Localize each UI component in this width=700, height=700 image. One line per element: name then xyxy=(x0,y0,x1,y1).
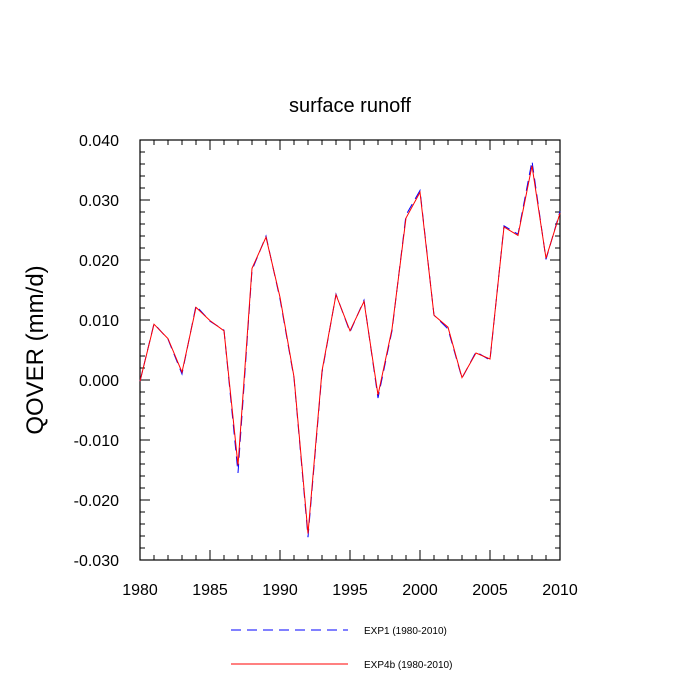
x-tick-label: 1995 xyxy=(332,582,368,599)
y-axis-label: QOVER (mm/d) xyxy=(22,265,49,434)
legend: EXP1 (1980-2010) EXP4b (1980-2010) xyxy=(231,626,452,671)
y-tick-label: -0.010 xyxy=(74,433,119,450)
x-tick-label: 1985 xyxy=(192,582,228,599)
y-tick-label: -0.020 xyxy=(74,493,119,510)
y-tick-label: 0.000 xyxy=(79,373,119,390)
x-tick-label: 2005 xyxy=(472,582,508,599)
x-tick-label: 1980 xyxy=(122,582,158,599)
y-tick-label: 0.020 xyxy=(79,253,119,270)
series-lines xyxy=(139,160,561,538)
y-tick-label: 0.010 xyxy=(79,313,119,330)
x-tick-label: 2000 xyxy=(402,582,438,599)
tick-labels: 1980 1985 1990 1995 2000 2005 2010 -0.030 -0.020… xyxy=(74,133,578,599)
axis-ticks xyxy=(139,139,561,561)
y-tick-label: -0.030 xyxy=(74,553,119,570)
legend-label-1: EXP4b (1980-2010) xyxy=(364,660,452,671)
x-tick-label: 1990 xyxy=(262,582,298,599)
plot-frame xyxy=(139,139,561,561)
y-tick-label: 0.030 xyxy=(79,193,119,210)
chart-title: surface runoff xyxy=(289,95,411,117)
legend-label-0: EXP1 (1980-2010) xyxy=(364,626,447,637)
series-line-0 xyxy=(139,160,561,538)
series-line-1 xyxy=(139,165,561,534)
x-tick-label: 2010 xyxy=(542,582,578,599)
y-tick-label: 0.040 xyxy=(79,133,119,150)
